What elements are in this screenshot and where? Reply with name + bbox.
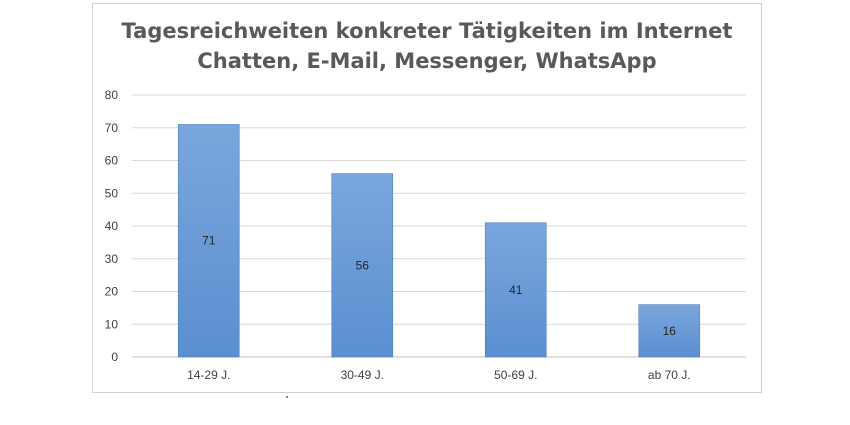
y-tick-label: 20 bbox=[105, 285, 119, 299]
data-label: 16 bbox=[663, 324, 677, 338]
small-mark bbox=[286, 396, 288, 398]
data-labels: 71 56 41 16 bbox=[202, 234, 676, 338]
data-label: 71 bbox=[202, 234, 216, 248]
bar bbox=[484, 222, 547, 358]
y-tick-label: 10 bbox=[105, 317, 119, 331]
y-tick-label: 60 bbox=[105, 154, 119, 168]
bars bbox=[177, 124, 701, 358]
y-axis-ticks: 0 10 20 30 40 50 60 70 80 bbox=[105, 88, 119, 364]
bar bbox=[331, 173, 394, 358]
y-tick-label: 30 bbox=[105, 252, 119, 266]
y-tick-label: 40 bbox=[105, 219, 119, 233]
bar bbox=[638, 304, 701, 358]
x-axis-ticks: 14-29 J. 30-49 J. 50-69 J. ab 70 J. bbox=[187, 368, 691, 382]
x-tick-label: 14-29 J. bbox=[187, 368, 230, 382]
chart-title: Tagesreichweiten konkreter Tätigkeiten i… bbox=[121, 19, 733, 43]
x-tick-label: 30-49 J. bbox=[341, 368, 384, 382]
y-tick-label: 70 bbox=[105, 121, 119, 135]
y-tick-label: 80 bbox=[105, 88, 119, 102]
x-tick-label: ab 70 J. bbox=[648, 368, 691, 382]
data-label: 41 bbox=[509, 283, 523, 297]
bar bbox=[177, 124, 240, 358]
x-tick-label: 50-69 J. bbox=[494, 368, 537, 382]
chart-title-block: Tagesreichweiten konkreter Tätigkeiten i… bbox=[93, 16, 761, 76]
data-label: 56 bbox=[356, 258, 370, 272]
y-tick-label: 0 bbox=[111, 350, 118, 364]
y-tick-label: 50 bbox=[105, 186, 119, 200]
chart-subtitle: Chatten, E-Mail, Messenger, WhatsApp bbox=[197, 49, 657, 73]
